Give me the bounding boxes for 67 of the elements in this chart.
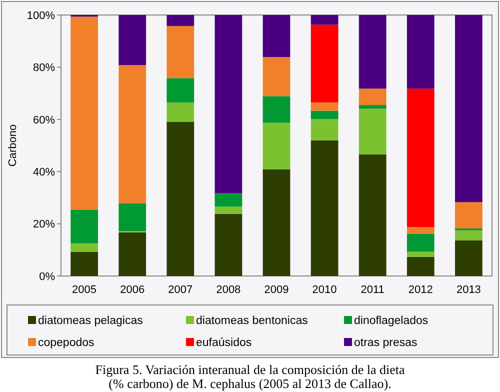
x-tick-label: 2008: [216, 284, 241, 296]
bar: [310, 140, 338, 276]
y-tick-label: 80%: [32, 62, 56, 74]
bar: [262, 169, 290, 276]
bar: [118, 15, 146, 66]
bar: [166, 102, 194, 122]
bar: [118, 203, 146, 232]
text: Figura 5. Variación interanual de la composición de la dieta: [95, 362, 405, 377]
bar: [310, 102, 338, 111]
legend-label: eufaúsidos: [196, 337, 252, 350]
bar: [358, 105, 386, 109]
bar: [214, 15, 242, 194]
y-tick-label: 40%: [32, 166, 56, 178]
legend-label: diatomeas pelagicas: [38, 315, 144, 328]
bar: [406, 252, 434, 257]
bar: [455, 15, 482, 202]
x-tick-label: 2007: [168, 284, 193, 296]
bar: [358, 15, 386, 89]
legend-label: diatomeas bentonicas: [196, 315, 308, 328]
bar: [70, 243, 98, 252]
bar: [262, 122, 290, 170]
bar: [406, 227, 434, 234]
x-tick-label: 2011: [360, 284, 384, 296]
bar: [70, 252, 98, 276]
bar: [406, 88, 434, 228]
bar: [118, 65, 146, 204]
bar: [166, 122, 194, 276]
y-tick-label: 100%: [26, 10, 56, 22]
bar: [262, 57, 290, 96]
y-axis-title: Carbono: [7, 124, 19, 167]
bar: [455, 202, 482, 228]
text: (% carbono) de M. cephalus (2005 al 2013 de Callao).: [108, 376, 392, 391]
x-tick-label: 2010: [312, 284, 337, 296]
legend-label: otras presas: [354, 337, 418, 350]
bar: [310, 24, 338, 102]
bar: [310, 119, 338, 140]
y-tick-label: 60%: [32, 114, 56, 126]
x-tick-label: 2009: [264, 284, 289, 296]
x-tick-label: 2006: [120, 284, 145, 296]
bar: [70, 210, 98, 244]
x-tick-label: 2012: [408, 284, 433, 296]
legend-label: dinoflagelados: [354, 315, 428, 328]
bar: [214, 193, 242, 207]
legend-label: copepodos: [38, 337, 95, 350]
bar: [310, 110, 338, 120]
bar: [310, 15, 338, 25]
bar: [70, 16, 98, 210]
bar: [406, 256, 434, 276]
x-tick-label: 2013: [456, 284, 481, 296]
bar: [214, 214, 242, 276]
bar: [262, 15, 290, 58]
bar: [406, 15, 434, 89]
bar: [358, 154, 386, 276]
bar: [118, 232, 146, 276]
bar: [358, 108, 386, 154]
bar: [214, 206, 242, 214]
y-tick-label: 0%: [39, 270, 56, 283]
bar: [455, 230, 482, 241]
bar: [166, 78, 194, 102]
x-tick-label: 2005: [72, 284, 97, 296]
bar: [166, 26, 194, 78]
bar: [262, 96, 290, 123]
y-tick-label: 20%: [32, 218, 56, 231]
bar: [358, 88, 386, 106]
bar: [406, 234, 434, 252]
bar: [455, 240, 482, 276]
bar: [166, 15, 194, 26]
